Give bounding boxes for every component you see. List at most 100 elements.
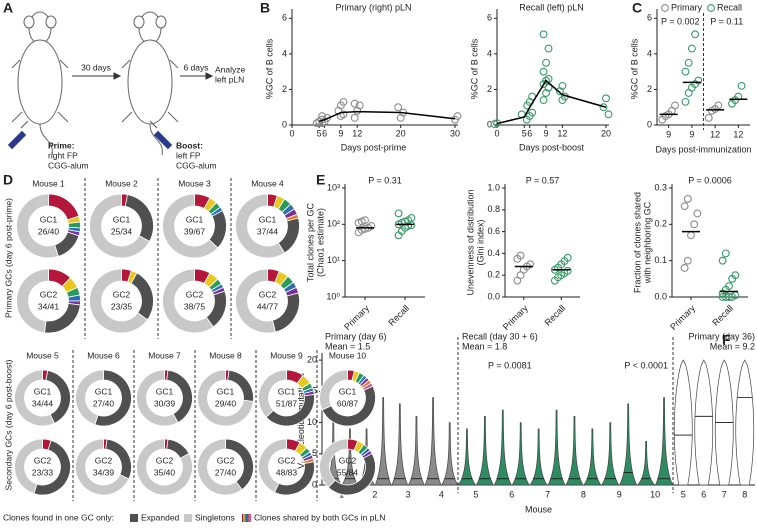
singletons-segment xyxy=(197,438,243,496)
violin xyxy=(408,415,425,486)
legend-label: Primary xyxy=(671,2,702,12)
point xyxy=(737,81,746,90)
p-value: P = 0.0081 xyxy=(488,360,532,370)
y-tick-label: 0.3 xyxy=(654,182,667,192)
gc-label: GC1 xyxy=(217,386,235,396)
p-value: P = 0.002 xyxy=(661,16,700,26)
mouse-label: Mouse 2 xyxy=(105,178,138,188)
x-tick-label: Primary xyxy=(342,303,371,332)
legend-marker xyxy=(707,4,715,12)
x-tick-label: 20 xyxy=(396,128,406,138)
point xyxy=(683,194,692,203)
gc-ratio: 29/40 xyxy=(215,398,237,408)
mouse-label: Mouse 10 xyxy=(329,350,367,360)
y-tick-label: 0.4 xyxy=(487,248,500,258)
y-tick-label: 5 xyxy=(312,448,317,458)
boost-label: CGG-alum xyxy=(176,160,217,170)
y-tick-label: 4 xyxy=(647,48,652,58)
y-tick-label: 0 xyxy=(647,119,652,129)
boost-label: Boost: xyxy=(176,140,203,150)
x-tick-label: Recall xyxy=(543,303,568,328)
x-tick-label: 8 xyxy=(742,489,747,499)
violin xyxy=(529,428,548,486)
violin xyxy=(547,409,566,486)
y-tick-label: 4 xyxy=(282,48,287,58)
violin xyxy=(511,422,530,486)
legend-swatch xyxy=(245,514,248,522)
mean-line xyxy=(496,79,607,125)
singletons-segment xyxy=(235,193,286,259)
violin xyxy=(374,397,392,486)
gc-ratio: 35/40 xyxy=(154,467,176,477)
mouse-label: Mouse 9 xyxy=(270,350,303,360)
x-tick-label: 5 xyxy=(317,128,322,138)
y-tick-label: 10³ xyxy=(327,182,340,192)
gc-label: GC2 xyxy=(186,289,204,299)
group-mean: Mean = 1.8 xyxy=(462,341,507,351)
legend-swatch xyxy=(249,514,252,522)
x-tick-label: 2 xyxy=(372,489,377,499)
mouse-label: Mouse 5 xyxy=(26,350,59,360)
singletons-segment xyxy=(258,438,287,493)
p-value: P = 0.11 xyxy=(710,16,743,26)
gc-label: GC1 xyxy=(156,386,174,396)
point xyxy=(539,67,548,76)
gc-ratio: 30/39 xyxy=(154,398,176,408)
group-label: Primary (day 6) xyxy=(325,331,387,341)
singletons-segment xyxy=(319,438,348,488)
panel-label: A xyxy=(3,0,13,16)
x-tick-label: 4 xyxy=(439,489,444,499)
mouse-illustration xyxy=(121,11,179,156)
point xyxy=(516,251,525,260)
panel-label: B xyxy=(260,0,270,16)
point xyxy=(680,263,689,272)
singletons-segment xyxy=(197,369,254,427)
x-tick-label: 7 xyxy=(545,489,550,499)
interval-label: 6 days xyxy=(183,62,208,72)
point xyxy=(684,58,693,67)
gc-label: GC2 xyxy=(278,455,296,465)
y-tick-label: 10⁰ xyxy=(326,291,340,301)
panel-label: F xyxy=(722,332,731,348)
x-tick-label: 8 xyxy=(581,489,586,499)
boost-label: left FP xyxy=(176,150,201,160)
point xyxy=(528,108,537,117)
y-axis-label: (Gini index) xyxy=(475,219,485,265)
y-axis-label: %GC of B cells xyxy=(629,38,639,99)
point xyxy=(704,113,713,122)
analyze-label: left pLN xyxy=(215,74,244,84)
x-tick-label: 12 xyxy=(710,129,720,139)
singletons-segment xyxy=(258,369,287,418)
gc-label: GC2 xyxy=(339,455,357,465)
gc-ratio: 39/67 xyxy=(184,226,206,236)
x-tick-label: 5 xyxy=(681,489,686,499)
y-tick-label: 6 xyxy=(282,13,287,23)
violin xyxy=(619,403,638,486)
x-tick-label: Primary xyxy=(668,303,697,332)
x-axis-label: Mouse xyxy=(525,504,552,514)
y-tick-label: 0.8 xyxy=(487,204,500,214)
x-tick-label: 6 xyxy=(322,128,327,138)
point xyxy=(318,112,327,121)
violin xyxy=(475,415,494,486)
gc-ratio: 34/44 xyxy=(32,398,54,408)
point xyxy=(526,260,535,269)
point xyxy=(690,220,699,229)
y-axis-label: with neighboring GC xyxy=(642,201,652,284)
y-tick-label: 0.2 xyxy=(654,219,667,229)
arrow xyxy=(72,72,214,80)
y-tick-label: 0 xyxy=(487,119,492,129)
point xyxy=(687,44,696,53)
gc-label: GC2 xyxy=(259,289,277,299)
prime-label: Prime: xyxy=(48,140,75,150)
point xyxy=(558,81,567,90)
legend-label: Singletons xyxy=(195,512,235,522)
gc-label: GC1 xyxy=(34,386,52,396)
y-tick-label: 2 xyxy=(487,84,492,94)
gc-label: GC1 xyxy=(339,386,357,396)
y-axis-label: %GC of B cells xyxy=(264,38,274,99)
panel-label: C xyxy=(632,0,642,16)
point xyxy=(718,256,727,265)
p-value: P = 0.0006 xyxy=(688,175,732,185)
